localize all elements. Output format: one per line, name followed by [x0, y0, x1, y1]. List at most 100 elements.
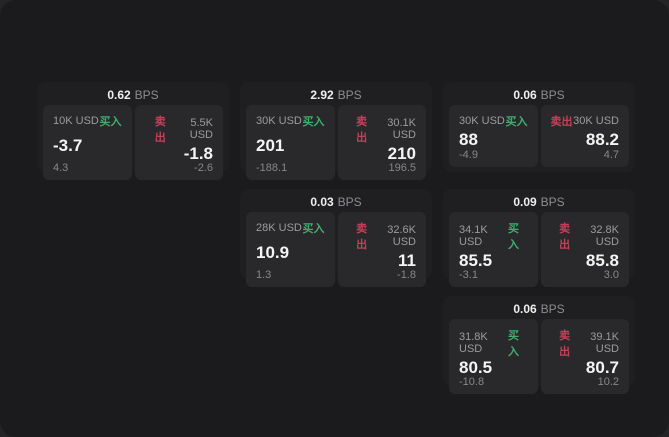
buy-change: 1.3	[256, 269, 272, 281]
quote-card: 0.06 BPS 31.8K USD 买入 80.5 -10.8 卖出 39.1…	[443, 296, 635, 394]
buy-change: -3.1	[459, 269, 478, 281]
buy-tag: 买入	[99, 116, 122, 128]
sell-panel[interactable]: 卖出 32.8K USD 85.8 3.0	[540, 212, 629, 287]
buy-panel-top: 30K USD 买入	[256, 113, 325, 129]
buy-tag: 买入	[507, 223, 519, 251]
sell-panel-top: 卖出 32.8K USD	[551, 220, 619, 252]
sell-size: 32.6K USD	[387, 224, 416, 248]
quote-panels: 34.1K USD 买入 85.5 -3.1 卖出 32.8K USD 85.8…	[449, 212, 629, 287]
buy-tag: 买入	[505, 116, 528, 128]
sell-panel[interactable]: 卖出 30.1K USD 210 196.5	[337, 105, 426, 180]
sell-change: 10.2	[597, 376, 619, 388]
quote-panels: 10K USD 买入 -3.7 4.3 卖出 5.5K USD -1.8 -2.…	[43, 105, 223, 180]
sell-tag: 卖出	[559, 330, 571, 358]
buy-tag: 买入	[507, 330, 519, 358]
spread-value: 0.06	[513, 301, 537, 316]
quote-card: 0.03 BPS 28K USD 买入 10.9 1.3 卖出 32.6K US…	[240, 189, 432, 287]
buy-panel-top: 30K USD 买入	[459, 113, 528, 129]
sell-panel-top: 卖出 39.1K USD	[551, 327, 619, 359]
buy-panel-top: 34.1K USD 买入	[459, 220, 528, 252]
sell-price: 210	[387, 144, 416, 163]
buy-size: 34.1K USD	[459, 224, 488, 248]
quote-card: 0.62 BPS 10K USD 买入 -3.7 4.3 卖出 5.5K USD	[37, 82, 229, 180]
buy-price: 10.9	[256, 243, 290, 262]
sell-panel[interactable]: 卖出 30K USD 88.2 4.7	[540, 105, 629, 167]
buy-panel[interactable]: 31.8K USD 买入 80.5 -10.8	[449, 319, 538, 394]
spread-value: 0.03	[310, 194, 334, 209]
buy-size: 30K USD	[256, 115, 302, 127]
buy-change: -188.1	[256, 162, 288, 174]
quote-card: 0.06 BPS 30K USD 买入 88 -4.9 卖出 30K USD	[443, 82, 635, 172]
spread-unit-label: BPS	[540, 301, 565, 316]
spread-header: 2.92 BPS	[240, 82, 432, 104]
spread-header: 0.06 BPS	[443, 296, 635, 318]
sell-price: -1.8	[183, 144, 213, 163]
buy-change: -10.8	[459, 376, 485, 388]
buy-price: -3.7	[53, 136, 83, 155]
sell-tag: 卖出	[154, 116, 166, 144]
sell-price: 11	[398, 251, 416, 270]
spread-header: 0.62 BPS	[37, 82, 229, 104]
sell-size: 30K USD	[573, 115, 619, 127]
sell-panel-top: 卖出 30.1K USD	[348, 113, 416, 145]
quote-card: 2.92 BPS 30K USD 买入 201 -188.1 卖出 30.1K …	[240, 82, 432, 180]
spread-unit-label: BPS	[134, 87, 159, 102]
buy-panel-top: 28K USD 买入	[256, 220, 325, 236]
sell-price: 88.2	[585, 129, 619, 149]
quote-panels: 30K USD 买入 88 -4.9 卖出 30K USD 88.2 4.7	[449, 105, 629, 167]
sell-size: 39.1K USD	[590, 331, 619, 355]
spread-unit-label: BPS	[540, 87, 565, 102]
sell-tag: 卖出	[356, 223, 368, 251]
spread-value: 0.06	[513, 87, 537, 102]
spread-header: 0.03 BPS	[240, 189, 432, 211]
quote-card-grid: 0.62 BPS 10K USD 买入 -3.7 4.3 卖出 5.5K USD	[37, 82, 635, 394]
sell-panel[interactable]: 卖出 5.5K USD -1.8 -2.6	[134, 105, 223, 180]
sell-panel-top: 卖出 32.6K USD	[348, 220, 416, 252]
sell-size: 5.5K USD	[189, 117, 213, 141]
quote-panels: 30K USD 买入 201 -188.1 卖出 30.1K USD 210 1…	[246, 105, 426, 180]
sell-panel[interactable]: 卖出 39.1K USD 80.7 10.2	[540, 319, 629, 394]
sell-size: 32.8K USD	[590, 224, 619, 248]
buy-size: 10K USD	[53, 115, 99, 127]
sell-tag: 卖出	[559, 223, 571, 251]
buy-panel[interactable]: 34.1K USD 买入 85.5 -3.1	[449, 212, 538, 287]
sell-price: 80.7	[585, 358, 619, 377]
sell-change: -1.8	[397, 269, 416, 281]
sell-price: 85.8	[585, 251, 619, 270]
buy-price: 85.5	[459, 251, 493, 270]
sell-change: 3.0	[603, 269, 619, 281]
spread-unit-label: BPS	[337, 87, 362, 102]
buy-size: 28K USD	[256, 222, 302, 234]
buy-change: 4.3	[53, 162, 69, 174]
buy-price: 201	[256, 136, 285, 155]
spread-value: 2.92	[310, 87, 334, 102]
sell-panel-top: 卖出 30K USD	[551, 113, 620, 129]
sell-change: 196.5	[388, 162, 416, 174]
buy-price: 80.5	[459, 358, 493, 377]
buy-panel[interactable]: 28K USD 买入 10.9 1.3	[246, 212, 335, 287]
spread-value: 0.09	[513, 194, 537, 209]
buy-panel[interactable]: 30K USD 买入 88 -4.9	[449, 105, 538, 167]
buy-change: -4.9	[459, 149, 478, 161]
sell-change: -2.6	[194, 162, 213, 174]
buy-size: 30K USD	[459, 115, 505, 127]
sell-tag: 卖出	[356, 116, 368, 144]
quote-panels: 31.8K USD 买入 80.5 -10.8 卖出 39.1K USD 80.…	[449, 319, 629, 394]
sell-size: 30.1K USD	[387, 117, 416, 141]
spread-value: 0.62	[107, 87, 131, 102]
buy-panel[interactable]: 30K USD 买入 201 -188.1	[246, 105, 335, 180]
sell-change: 4.7	[603, 149, 619, 161]
buy-size: 31.8K USD	[459, 331, 488, 355]
spread-header: 0.09 BPS	[443, 189, 635, 211]
sell-panel-top: 卖出 5.5K USD	[145, 113, 213, 145]
buy-panel-top: 31.8K USD 买入	[459, 327, 528, 359]
buy-panel[interactable]: 10K USD 买入 -3.7 4.3	[43, 105, 132, 180]
spread-unit-label: BPS	[540, 194, 565, 209]
buy-price: 88	[459, 129, 478, 149]
quote-card: 0.09 BPS 34.1K USD 买入 85.5 -3.1 卖出 32.8K…	[443, 189, 635, 287]
spread-header: 0.06 BPS	[443, 82, 635, 104]
sell-tag: 卖出	[550, 116, 573, 128]
sell-panel[interactable]: 卖出 32.6K USD 11 -1.8	[337, 212, 426, 287]
buy-tag: 买入	[302, 223, 325, 235]
